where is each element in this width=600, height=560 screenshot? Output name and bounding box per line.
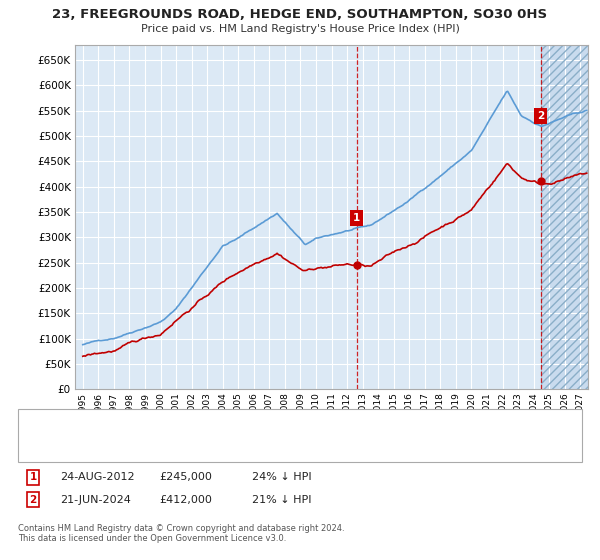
Text: 23, FREEGROUNDS ROAD, HEDGE END, SOUTHAMPTON, SO30 0HS (detached house): 23, FREEGROUNDS ROAD, HEDGE END, SOUTHAM…: [63, 419, 480, 429]
Text: £245,000: £245,000: [159, 472, 212, 482]
Text: —: —: [36, 415, 53, 433]
Text: HPI: Average price, detached house, Eastleigh: HPI: Average price, detached house, East…: [63, 444, 289, 454]
Text: Price paid vs. HM Land Registry's House Price Index (HPI): Price paid vs. HM Land Registry's House …: [140, 24, 460, 34]
Text: 2: 2: [537, 111, 544, 121]
Text: 21-JUN-2024: 21-JUN-2024: [60, 494, 131, 505]
Text: 24-AUG-2012: 24-AUG-2012: [60, 472, 134, 482]
Text: 2: 2: [29, 494, 37, 505]
Text: 24% ↓ HPI: 24% ↓ HPI: [252, 472, 311, 482]
Text: 1: 1: [29, 472, 37, 482]
Text: 21% ↓ HPI: 21% ↓ HPI: [252, 494, 311, 505]
Text: 1: 1: [353, 213, 361, 223]
Text: 23, FREEGROUNDS ROAD, HEDGE END, SOUTHAMPTON, SO30 0HS: 23, FREEGROUNDS ROAD, HEDGE END, SOUTHAM…: [52, 8, 548, 21]
Text: £412,000: £412,000: [159, 494, 212, 505]
Text: Contains HM Land Registry data © Crown copyright and database right 2024.
This d: Contains HM Land Registry data © Crown c…: [18, 524, 344, 543]
Text: —: —: [36, 440, 53, 458]
